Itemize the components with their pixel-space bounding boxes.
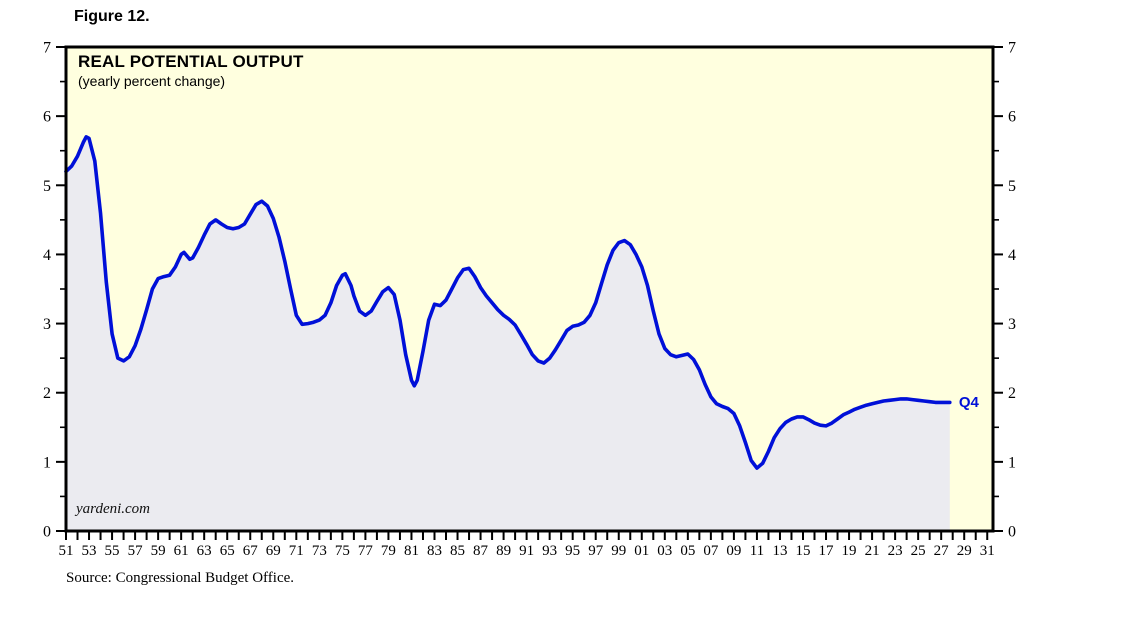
- x-axis-year-label: 11: [750, 543, 764, 559]
- x-axis-year-label: 19: [842, 543, 857, 559]
- area-fill: [66, 136, 950, 531]
- chart-title: REAL POTENTIAL OUTPUT: [78, 52, 304, 71]
- x-axis-year-label: 59: [151, 543, 166, 559]
- x-axis-year-label: 73: [312, 543, 327, 559]
- x-axis-year-label: 31: [980, 543, 995, 559]
- figure-label: Figure 12.: [74, 8, 150, 25]
- x-axis-year-label: 63: [197, 543, 212, 559]
- y-axis-label-right: 5: [1008, 178, 1016, 195]
- x-axis-year-label: 83: [427, 543, 442, 559]
- x-axis-year-label: 07: [703, 543, 719, 559]
- x-axis-year-label: 77: [358, 543, 374, 559]
- y-axis-label-right: 7: [1008, 40, 1016, 57]
- y-axis-label-left: 6: [43, 109, 51, 126]
- x-axis-year-label: 23: [888, 543, 903, 559]
- x-axis-year-label: 09: [726, 543, 741, 559]
- y-axis-label-right: 3: [1008, 316, 1016, 333]
- chart-subtitle: (yearly percent change): [78, 73, 226, 89]
- x-axis-year-label: 85: [450, 543, 465, 559]
- y-axis-label-right: 1: [1008, 454, 1016, 471]
- y-axis-label-left: 7: [43, 40, 51, 57]
- x-axis-year-label: 25: [911, 543, 926, 559]
- x-axis-year-label: 15: [795, 543, 810, 559]
- x-axis-year-label: 29: [957, 543, 972, 559]
- y-axis-label-right: 6: [1008, 109, 1016, 126]
- x-axis-year-label: 53: [82, 543, 97, 559]
- x-axis-year-label: 75: [335, 543, 350, 559]
- x-axis-year-label: 67: [243, 543, 259, 559]
- x-axis-year-label: 89: [496, 543, 511, 559]
- x-axis-year-label: 97: [588, 543, 604, 559]
- y-axis-label-left: 2: [43, 385, 51, 402]
- x-axis-year-label: 17: [819, 543, 835, 559]
- y-axis-label-right: 0: [1008, 524, 1016, 541]
- x-axis-year-label: 99: [611, 543, 626, 559]
- y-axis-label-left: 3: [43, 316, 51, 333]
- x-axis-year-label: 51: [59, 543, 74, 559]
- y-axis-label-right: 4: [1008, 247, 1016, 264]
- x-axis-year-label: 21: [865, 543, 880, 559]
- yardeni-watermark: yardeni.com: [76, 501, 151, 517]
- y-axis-label-left: 4: [43, 247, 51, 264]
- x-axis-year-label: 03: [657, 543, 672, 559]
- y-axis-label-left: 1: [43, 454, 51, 471]
- x-axis-year-label: 55: [105, 543, 120, 559]
- series-end-label-q4: Q4: [958, 394, 979, 412]
- y-axis-label-left: 0: [43, 524, 51, 541]
- x-axis-year-label: 71: [289, 543, 304, 559]
- x-axis-year-label: 81: [404, 543, 419, 559]
- x-axis-year-label: 01: [634, 543, 649, 559]
- source-note: Source: Congressional Budget Office.: [66, 570, 295, 586]
- x-axis-year-label: 79: [381, 543, 396, 559]
- x-axis-year-label: 27: [934, 543, 950, 559]
- y-axis-label-left: 5: [43, 178, 51, 195]
- x-axis-year-label: 93: [542, 543, 557, 559]
- x-axis-year-label: 69: [266, 543, 281, 559]
- x-axis-year-label: 91: [519, 543, 534, 559]
- x-axis-year-label: 57: [128, 543, 144, 559]
- y-axis-label-right: 2: [1008, 385, 1016, 402]
- x-axis-year-label: 05: [680, 543, 695, 559]
- x-axis-year-label: 13: [772, 543, 787, 559]
- x-axis-year-label: 61: [174, 543, 189, 559]
- x-axis-year-label: 95: [565, 543, 580, 559]
- potential-output-line: [64, 135, 952, 470]
- x-axis-year-label: 65: [220, 543, 235, 559]
- x-axis-year-label: 87: [473, 543, 489, 559]
